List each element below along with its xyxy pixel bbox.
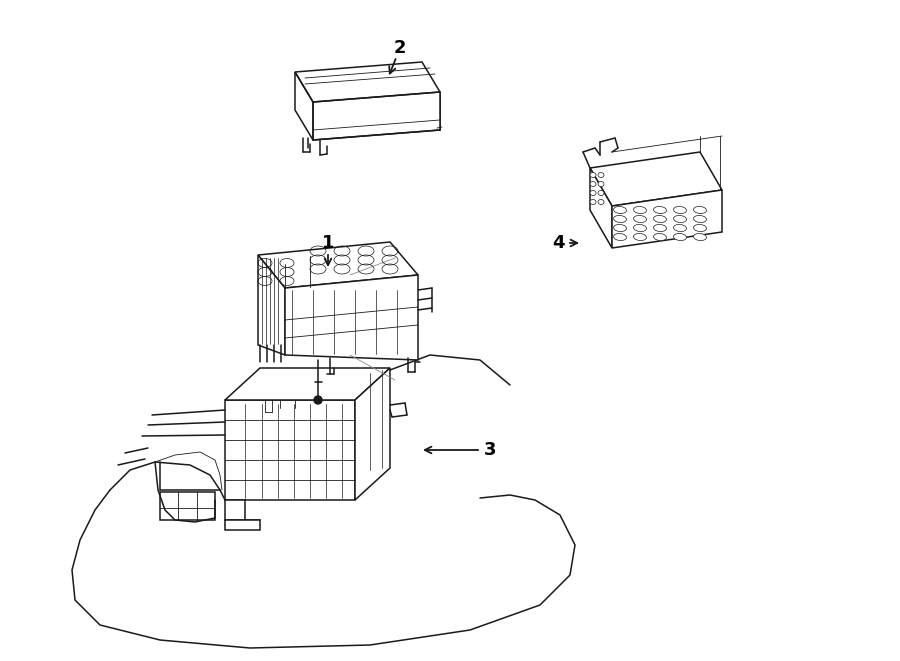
Ellipse shape — [614, 233, 626, 241]
Ellipse shape — [598, 200, 604, 204]
Polygon shape — [355, 368, 390, 500]
Ellipse shape — [653, 233, 667, 241]
Ellipse shape — [590, 200, 596, 204]
Text: 2: 2 — [394, 39, 406, 57]
Ellipse shape — [598, 190, 604, 196]
Ellipse shape — [673, 225, 687, 231]
Circle shape — [314, 396, 322, 404]
Ellipse shape — [590, 182, 596, 186]
Polygon shape — [225, 400, 355, 500]
Ellipse shape — [673, 206, 687, 214]
Ellipse shape — [634, 206, 646, 214]
Polygon shape — [225, 368, 390, 400]
Polygon shape — [225, 520, 260, 530]
Ellipse shape — [694, 233, 706, 241]
Ellipse shape — [634, 215, 646, 223]
Text: 1: 1 — [322, 234, 334, 252]
Polygon shape — [258, 242, 418, 288]
Ellipse shape — [653, 206, 667, 214]
Polygon shape — [590, 152, 722, 206]
Polygon shape — [285, 275, 418, 360]
Ellipse shape — [673, 215, 687, 223]
Ellipse shape — [598, 182, 604, 186]
Polygon shape — [258, 255, 285, 355]
Ellipse shape — [694, 215, 706, 223]
Polygon shape — [590, 168, 612, 248]
Ellipse shape — [634, 225, 646, 231]
Ellipse shape — [694, 206, 706, 214]
Ellipse shape — [598, 173, 604, 178]
Ellipse shape — [590, 190, 596, 196]
Ellipse shape — [694, 225, 706, 231]
Ellipse shape — [653, 225, 667, 231]
Ellipse shape — [614, 215, 626, 223]
Text: 4: 4 — [552, 234, 564, 252]
Ellipse shape — [634, 233, 646, 241]
Text: 3: 3 — [484, 441, 496, 459]
Polygon shape — [225, 500, 245, 520]
Ellipse shape — [614, 225, 626, 231]
Ellipse shape — [673, 233, 687, 241]
Ellipse shape — [614, 206, 626, 214]
Ellipse shape — [590, 173, 596, 178]
Polygon shape — [612, 190, 722, 248]
Ellipse shape — [653, 215, 667, 223]
